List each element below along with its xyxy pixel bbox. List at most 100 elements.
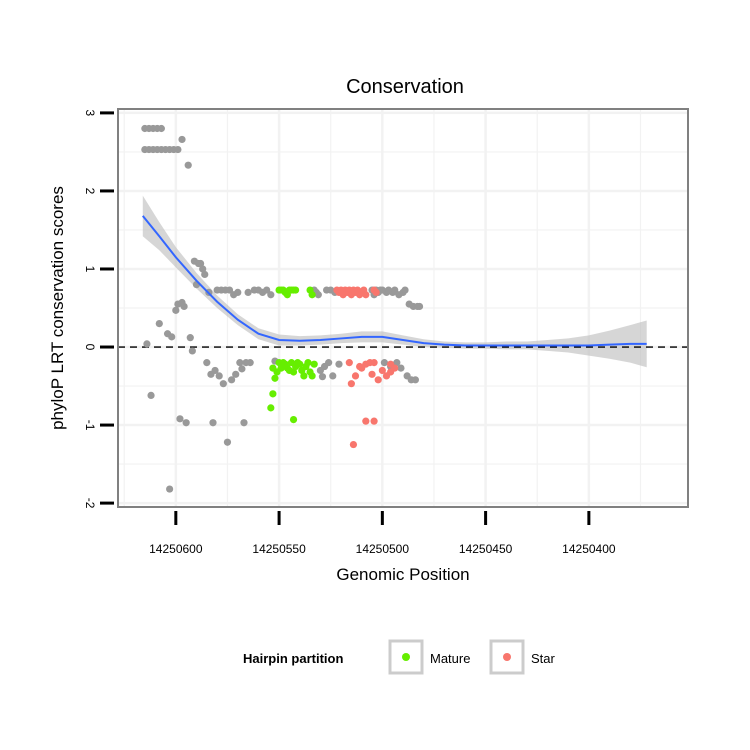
x-tick-label: 14250450 bbox=[459, 542, 513, 556]
data-point-star bbox=[370, 359, 378, 367]
legend-swatch-star bbox=[503, 653, 511, 661]
data-point-mature bbox=[289, 368, 298, 376]
data-point-star bbox=[368, 370, 376, 378]
data-point-other bbox=[176, 415, 184, 423]
data-point-other bbox=[209, 419, 217, 427]
data-points bbox=[141, 124, 424, 493]
data-point-other bbox=[174, 145, 182, 154]
data-point-other bbox=[178, 135, 186, 144]
loess-fit-line bbox=[142, 215, 647, 347]
data-point-star bbox=[351, 372, 360, 380]
data-point-other bbox=[329, 372, 337, 380]
data-point-other bbox=[411, 376, 419, 384]
data-point-mature bbox=[269, 390, 277, 398]
data-point-other bbox=[225, 286, 234, 294]
data-point-other bbox=[314, 291, 322, 299]
data-point-mature bbox=[304, 359, 312, 367]
data-point-star bbox=[347, 380, 355, 388]
data-point-star bbox=[345, 359, 353, 367]
data-point-star bbox=[378, 366, 386, 375]
data-point-mature bbox=[308, 291, 316, 299]
data-point-star bbox=[372, 288, 380, 296]
legend-key-mature bbox=[388, 639, 424, 675]
y-tick-label: 2 bbox=[83, 188, 97, 195]
data-point-other bbox=[335, 360, 343, 368]
data-point-star bbox=[370, 417, 378, 425]
data-point-other bbox=[184, 161, 192, 169]
series-other bbox=[141, 124, 424, 493]
data-point-other bbox=[415, 302, 424, 311]
series-mature bbox=[267, 286, 318, 424]
legend-swatch-mature bbox=[402, 653, 410, 661]
data-point-other bbox=[236, 359, 244, 367]
data-point-other bbox=[240, 419, 248, 427]
x-axis: 14250600 14250550 14250500 14250450 14250400 bbox=[149, 511, 616, 556]
data-point-star bbox=[349, 440, 358, 449]
data-point-mature bbox=[300, 372, 308, 380]
data-point-other bbox=[201, 270, 209, 279]
data-point-other bbox=[234, 288, 242, 296]
x-axis-title: Genomic Position bbox=[336, 565, 469, 584]
loess-fit bbox=[142, 215, 647, 347]
data-point-other bbox=[318, 373, 327, 381]
data-point-other bbox=[186, 334, 194, 342]
data-point-mature bbox=[310, 360, 318, 368]
data-point-mature bbox=[271, 374, 279, 382]
data-point-other bbox=[155, 320, 163, 328]
legend: Hairpin partition Mature Star bbox=[243, 639, 556, 675]
data-point-other bbox=[188, 347, 196, 355]
data-point-other bbox=[219, 380, 227, 388]
data-point-star bbox=[362, 417, 370, 425]
chart-title: Conservation bbox=[346, 76, 464, 98]
data-point-other bbox=[147, 391, 155, 400]
y-tick-label: -1 bbox=[83, 420, 97, 431]
series-star bbox=[333, 286, 399, 449]
data-point-other bbox=[397, 364, 405, 372]
data-point-mature bbox=[308, 372, 316, 380]
data-point-other bbox=[223, 438, 232, 446]
x-tick-label: 14250400 bbox=[562, 542, 616, 556]
data-point-other bbox=[211, 366, 219, 375]
data-point-other bbox=[325, 359, 333, 367]
data-point-other bbox=[232, 370, 240, 378]
data-point-other bbox=[244, 288, 252, 296]
confidence-band bbox=[142, 195, 647, 368]
data-point-other bbox=[393, 359, 401, 367]
data-point-other bbox=[401, 286, 409, 294]
data-point-star bbox=[362, 291, 370, 299]
data-point-other bbox=[199, 265, 207, 273]
data-point-other bbox=[172, 306, 180, 314]
grid-lines bbox=[118, 109, 688, 507]
y-tick-label: 3 bbox=[83, 110, 97, 117]
data-point-star bbox=[387, 368, 395, 376]
plot-panel bbox=[117, 108, 689, 508]
x-tick-label: 14250500 bbox=[356, 542, 410, 556]
data-point-other bbox=[391, 286, 399, 294]
y-axis-title: phyloP LRT conservation scores bbox=[48, 186, 67, 430]
data-point-other bbox=[166, 485, 174, 493]
plot-border bbox=[117, 108, 689, 508]
data-point-star bbox=[374, 376, 382, 384]
data-point-other bbox=[263, 286, 271, 294]
data-point-other bbox=[180, 302, 188, 311]
data-point-other bbox=[215, 372, 223, 380]
data-point-mature bbox=[289, 415, 298, 424]
x-tick-label: 14250600 bbox=[149, 542, 203, 556]
data-point-other bbox=[238, 365, 246, 373]
legend-label-mature: Mature bbox=[430, 651, 470, 666]
y-tick-label: -2 bbox=[83, 498, 97, 509]
legend-key-star bbox=[489, 639, 525, 675]
legend-label-star: Star bbox=[531, 651, 556, 666]
y-tick-label: 0 bbox=[83, 344, 97, 351]
data-point-other bbox=[182, 419, 190, 427]
y-axis: -2 -1 0 1 2 3 bbox=[83, 110, 114, 509]
data-point-other bbox=[380, 359, 389, 367]
data-point-other bbox=[168, 333, 176, 341]
y-tick-label: 1 bbox=[83, 266, 97, 273]
data-point-mature bbox=[292, 286, 300, 294]
data-point-other bbox=[157, 124, 165, 133]
data-point-other bbox=[203, 359, 211, 367]
data-point-other bbox=[227, 376, 236, 384]
data-point-mature bbox=[296, 360, 304, 368]
